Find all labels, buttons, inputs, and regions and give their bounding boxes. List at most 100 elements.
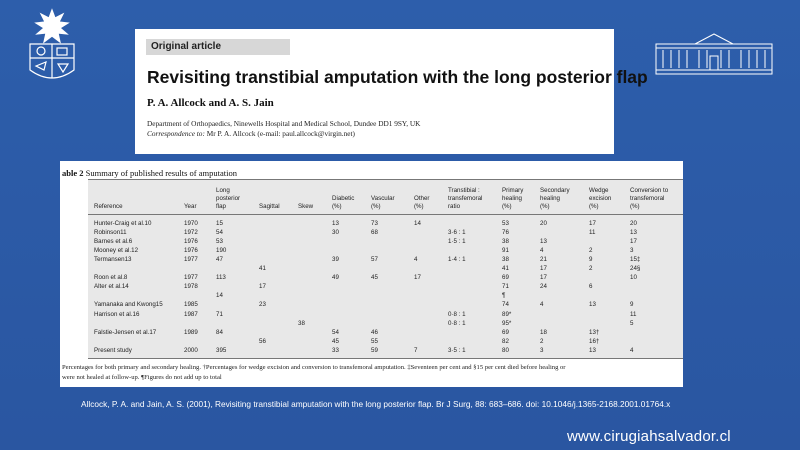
column-header-secondary: Secondary healing (%): [540, 187, 570, 210]
table-cell-sec: 4: [540, 301, 544, 309]
table-cell-vas: 46: [371, 328, 378, 336]
correspondence-text: Mr P. A. Allcock (e-mail: paul.allcock@v…: [204, 129, 355, 138]
table-top-rule: [88, 179, 683, 180]
table-cell-con: 5: [630, 319, 634, 327]
table-cell-year: 1972: [184, 229, 198, 237]
table-cell-sag: 41: [259, 265, 266, 273]
table-cell-con: 24§: [630, 265, 641, 273]
table-cell-ref: Termansen13: [94, 256, 132, 264]
table-cell-long: 53: [216, 238, 223, 246]
table-caption-text: Summary of published results of amputati…: [83, 168, 237, 178]
table-cell-con: 20: [630, 220, 637, 227]
table-cell-ratio: 1·4 : 1: [448, 256, 466, 264]
table-cell-pri: ¶: [502, 292, 506, 300]
article-header-card: Original article Revisiting transtibial …: [135, 29, 648, 154]
table-cell-skew: 38: [298, 319, 305, 327]
column-header-primary: Primary healing (%): [502, 187, 524, 210]
table-cell-wed: 2: [589, 265, 593, 273]
table-cell-pri: 89*: [502, 310, 512, 318]
table-cell-ratio: 0·8 : 1: [448, 310, 466, 318]
table-cell-ref: Falstie-Jensen et al.17: [94, 328, 157, 336]
table-cell-con: 3: [630, 247, 634, 255]
table-cell-sec: 21: [540, 256, 547, 264]
table-cell-wed: 17: [589, 220, 596, 227]
table-cell-long: 15: [216, 220, 223, 227]
table-cell-ref: Alter et al.14: [94, 283, 129, 291]
table-footnote-1: Percentages for both primary and seconda…: [62, 364, 566, 371]
table-cell-con: 13: [630, 229, 637, 237]
article-type-label: Original article: [146, 39, 290, 55]
table-cell-con: 15‡: [630, 256, 641, 264]
table-bottom-rule: [88, 358, 683, 359]
table-cell-pri: 71: [502, 283, 509, 291]
column-header-skew: Skew: [298, 203, 314, 210]
table-cell-pri: 74: [502, 301, 509, 309]
table-cell-vas: 73: [371, 220, 378, 227]
table-cell-sec: 24: [540, 283, 547, 291]
table-cell-vas: 57: [371, 256, 378, 264]
table-cell-pri: 38: [502, 256, 509, 264]
table-cell-ratio: 0·8 : 1: [448, 319, 466, 327]
table-caption: able 2 Summary of published results of a…: [62, 168, 237, 178]
table-cell-wed: 11: [589, 229, 596, 237]
table-footnote-2: were not healed at follow-up. ¶Figures d…: [62, 374, 222, 381]
university-crest-icon: [29, 8, 75, 79]
table-cell-ref: Yamanaka and Kwong15: [94, 301, 163, 309]
table-cell-oth: 17: [414, 274, 421, 282]
table-cell-long: 47: [216, 256, 223, 264]
table-cell-year: 1985: [184, 301, 198, 309]
table-cell-year: 1976: [184, 247, 198, 255]
table-cell-vas: 68: [371, 229, 378, 237]
table-cell-oth: 4: [414, 256, 418, 264]
table-cell-ratio: 1·5 : 1: [448, 238, 466, 246]
table-cell-long: 395: [216, 346, 227, 354]
table-cell-sec: 3: [540, 346, 544, 354]
table-cell-ref: Mooney et al.12: [94, 247, 139, 255]
table-cell-ratio: 3·6 : 1: [448, 229, 466, 237]
table-cell-year: 1970: [184, 220, 198, 227]
table-cell-dia: 30: [332, 229, 339, 237]
building-facade-icon: [655, 33, 773, 75]
column-header-year: Year: [184, 203, 197, 210]
table-cell-wed: 16†: [589, 337, 600, 345]
column-header-wedge: Wedge excision (%): [589, 187, 612, 210]
table-cell-year: 1976: [184, 238, 198, 246]
table-cell-dia: 45: [332, 337, 339, 345]
table-cell-pri: 53: [502, 220, 509, 227]
table-cell-long: 113: [216, 274, 226, 282]
table-cell-pri: 91: [502, 247, 509, 255]
table-cell-ref: Present study: [94, 346, 132, 354]
table-cell-dia: 39: [332, 256, 339, 264]
table-cell-vas: 45: [371, 274, 378, 282]
table-cell-vas: 59: [371, 346, 378, 354]
table-cell-sec: 20: [540, 220, 547, 227]
table-cell-con: 11: [630, 310, 637, 318]
table-cell-wed: 13†: [589, 328, 600, 336]
column-header-other: Other (%): [414, 195, 430, 210]
table-cell-dia: 33: [332, 346, 339, 354]
table-cell-pri: 82: [502, 337, 509, 345]
table-cell-sag: 56: [259, 337, 266, 345]
column-header-sagittal: Sagittal: [259, 203, 280, 210]
column-header-diabetic: Diabetic (%): [332, 195, 355, 210]
column-header-vascular: Vascular (%): [371, 195, 395, 210]
table-cell-year: 1989: [184, 328, 198, 336]
table-cell-pri: 95*: [502, 319, 512, 327]
website-watermark: www.cirugiahsalvador.cl: [567, 428, 731, 445]
table-cell-long: 71: [216, 310, 223, 318]
table-cell-pri: 38: [502, 238, 509, 246]
column-header-conversion: Conversion to transfemoral (%): [630, 187, 669, 210]
table-cell-sec: 17: [540, 265, 547, 273]
article-authors: P. A. Allcock and A. S. Jain: [147, 97, 274, 109]
table-cell-long: 84: [216, 328, 223, 336]
table-cell-ratio: 3·5 : 1: [448, 346, 466, 354]
table-cell-pri: 80: [502, 346, 509, 354]
results-table-card: able 2 Summary of published results of a…: [60, 161, 683, 387]
table-cell-year: 2000: [184, 346, 198, 354]
table-cell-dia: 13: [332, 220, 339, 227]
table-cell-long: 54: [216, 229, 223, 237]
table-cell-dia: 54: [332, 328, 339, 336]
table-cell-year: 1978: [184, 283, 198, 291]
table-cell-ref: Roon et al.8: [94, 274, 128, 282]
